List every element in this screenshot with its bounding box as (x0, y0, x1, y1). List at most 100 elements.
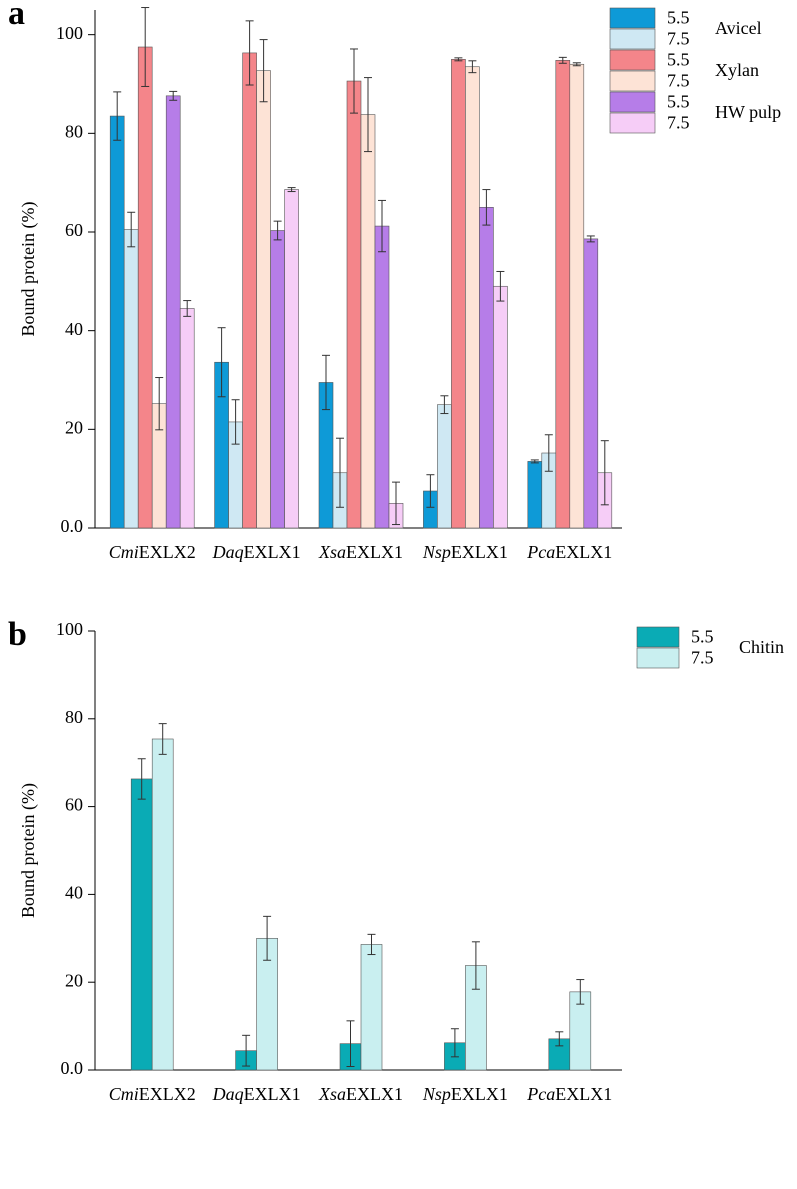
error-bar (263, 915, 272, 961)
bar (360, 114, 376, 529)
error-bar (576, 979, 585, 1005)
legend-group-label: HW pulp (715, 102, 781, 122)
legend-swatch (609, 28, 656, 50)
error-bar (544, 434, 553, 472)
bar (256, 70, 271, 529)
error-bar (336, 437, 344, 508)
panel-label: b (8, 616, 27, 653)
legend-label: 7.5 (667, 71, 690, 91)
y-tick-label: 40 (65, 883, 83, 903)
error-bar (273, 220, 282, 241)
y-tick-label: 40 (65, 319, 83, 339)
error-bar (558, 56, 567, 64)
bar (479, 207, 494, 529)
y-tick-label: 80 (65, 707, 83, 727)
y-tick-label: 100 (56, 23, 83, 43)
error-bar (217, 327, 226, 398)
bar (374, 225, 390, 529)
legend-swatch (609, 112, 656, 134)
bar (179, 308, 195, 529)
y-axis-label: Bound protein (%) (18, 783, 39, 918)
y-tick-label: 0.0 (61, 516, 84, 536)
bar (137, 46, 153, 529)
error-bar (242, 1034, 251, 1067)
x-tick-label: NspEXLX1 (422, 1084, 508, 1104)
error-bar (169, 90, 178, 101)
bar (109, 115, 125, 529)
error-bar (471, 941, 480, 990)
legend-label: 7.5 (691, 648, 714, 668)
bar (242, 52, 257, 529)
bar (465, 66, 480, 529)
error-bar (378, 199, 386, 253)
error-bar (155, 377, 164, 431)
legend-swatch (609, 7, 656, 29)
legend-swatch (609, 49, 656, 71)
bar (130, 778, 153, 1071)
legend-label: 7.5 (667, 113, 690, 133)
bar (583, 238, 599, 529)
legend-label: 5.5 (691, 627, 714, 647)
bar (123, 229, 139, 529)
y-tick-label: 100 (56, 619, 83, 639)
bar (284, 189, 299, 529)
error-bar (496, 270, 505, 302)
error-bar (555, 1031, 564, 1047)
error-bar (113, 91, 122, 141)
x-tick-label: PcaEXLX1 (526, 542, 612, 562)
error-bar (482, 189, 491, 226)
legend-swatch (636, 647, 680, 669)
legend-label: 7.5 (667, 29, 690, 49)
y-tick-label: 60 (65, 220, 83, 240)
error-bar (141, 7, 150, 87)
legend-label: 5.5 (667, 8, 690, 28)
y-tick-label: 20 (65, 417, 83, 437)
error-bar (127, 211, 136, 248)
legend-swatch (609, 91, 656, 113)
bar (493, 285, 508, 529)
error-bar (440, 395, 449, 415)
bar (527, 461, 543, 529)
error-bar (137, 758, 146, 800)
error-bar (245, 20, 254, 86)
legend-label: 5.5 (667, 50, 690, 70)
bar (165, 95, 181, 529)
bar (270, 230, 285, 529)
legend-swatch (609, 70, 656, 92)
error-bar (530, 459, 539, 464)
legend-group-label: Xylan (715, 60, 759, 80)
error-bar (450, 1028, 459, 1058)
legend-group-label: Chitin (739, 637, 784, 657)
error-bar (454, 57, 463, 62)
error-bar (572, 62, 581, 67)
error-bar (231, 399, 240, 445)
x-tick-label: CmiEXLX2 (109, 1084, 196, 1104)
y-tick-label: 60 (65, 795, 83, 815)
y-tick-label: 80 (65, 121, 83, 141)
x-tick-label: NspEXLX1 (422, 542, 508, 562)
error-bar (346, 1020, 355, 1067)
y-tick-label: 0.0 (61, 1058, 84, 1078)
panel-label: a (8, 0, 25, 32)
error-bar (158, 723, 167, 755)
bar (437, 404, 452, 529)
legend-group-label: Avicel (715, 18, 762, 38)
bar (151, 738, 174, 1071)
error-bar (287, 187, 296, 193)
x-tick-label: DaqEXLX1 (212, 1084, 301, 1104)
bar (569, 63, 585, 529)
y-axis-label: Bound protein (%) (18, 202, 39, 337)
error-bar (392, 481, 400, 526)
error-bar (600, 440, 609, 506)
error-bar (322, 354, 330, 411)
y-tick-label: 20 (65, 970, 83, 990)
bar (360, 944, 383, 1071)
legend-label: 5.5 (667, 92, 690, 112)
error-bar (259, 39, 268, 103)
error-bar (586, 235, 595, 243)
x-tick-label: CmiEXLX2 (109, 542, 196, 562)
bar (451, 59, 466, 529)
error-bar (364, 77, 372, 153)
x-tick-label: PcaEXLX1 (526, 1084, 612, 1104)
